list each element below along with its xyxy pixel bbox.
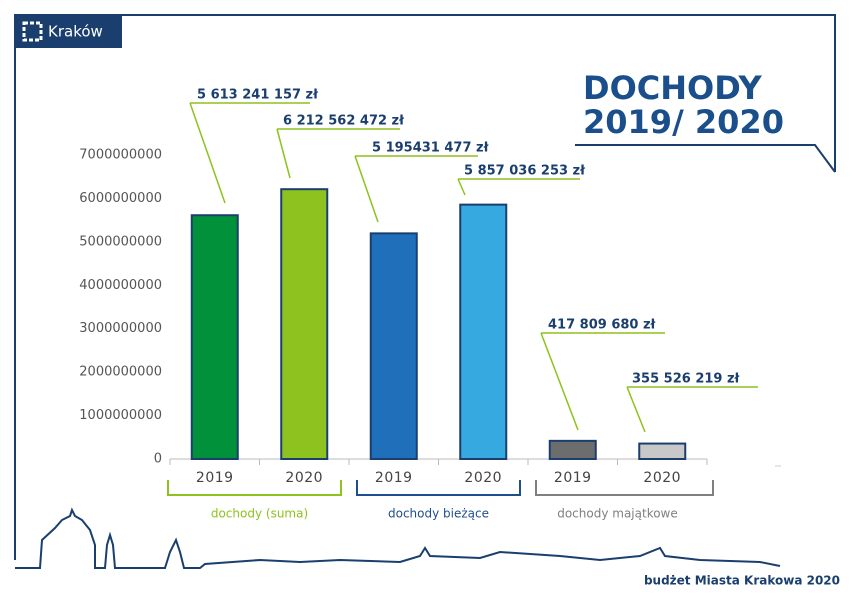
bar	[638, 442, 687, 460]
title-rule	[575, 144, 836, 173]
group-bracket	[356, 480, 521, 496]
footer: budżet Miasta Krakowa 2020	[644, 574, 840, 588]
frame	[14, 14, 836, 560]
y-tick-label: 2000000000	[79, 365, 162, 380]
x-tick-label: 2019	[554, 470, 592, 486]
x-tick-label: 2020	[464, 470, 502, 486]
bar	[459, 203, 508, 460]
chart-title: DOCHODY	[583, 69, 762, 107]
y-tick-label: 5000000000	[79, 234, 162, 249]
group-label: dochody majątkowe	[557, 507, 678, 521]
logo-text: Kraków	[48, 23, 103, 41]
leader-line	[540, 332, 579, 431]
y-tick-label: 4000000000	[79, 278, 162, 293]
leader-line	[457, 178, 466, 196]
group-label: dochody bieżące	[388, 507, 489, 521]
leader-line	[189, 102, 226, 204]
bar	[548, 439, 597, 461]
leader-line	[276, 128, 291, 179]
logo-box	[15, 15, 122, 48]
bar	[190, 214, 239, 460]
value-label: 6 212 562 472 zł	[283, 114, 405, 129]
skyline	[15, 507, 781, 569]
value-label: 5 613 241 157 zł	[197, 88, 319, 103]
y-tick-label: 1000000000	[79, 408, 162, 423]
bar	[280, 188, 329, 460]
leader-line	[354, 155, 379, 223]
x-tick-label: 2019	[375, 470, 413, 486]
bar	[369, 232, 418, 460]
value-label: 5 195431 477 zł	[372, 141, 490, 156]
logo-icon	[22, 21, 43, 42]
x-tick-label: 2019	[196, 470, 234, 486]
value-label: 5 857 036 253 zł	[464, 164, 586, 179]
value-label: 417 809 680 zł	[548, 318, 657, 333]
x-tick-label: 2020	[643, 470, 681, 486]
y-tick-label: 0	[154, 452, 162, 467]
x-tick-label: 2020	[285, 470, 323, 486]
leader-line	[626, 386, 646, 433]
value-label: 355 526 219 zł	[632, 372, 741, 387]
chart-subtitle: 2019/ 2020	[583, 103, 784, 141]
y-tick-label: 3000000000	[79, 321, 162, 336]
group-bracket	[167, 480, 342, 496]
y-tick-label: 6000000000	[79, 191, 162, 206]
group-label: dochody (suma)	[211, 507, 308, 521]
y-tick-label: 7000000000	[79, 148, 162, 163]
group-bracket	[535, 480, 714, 496]
